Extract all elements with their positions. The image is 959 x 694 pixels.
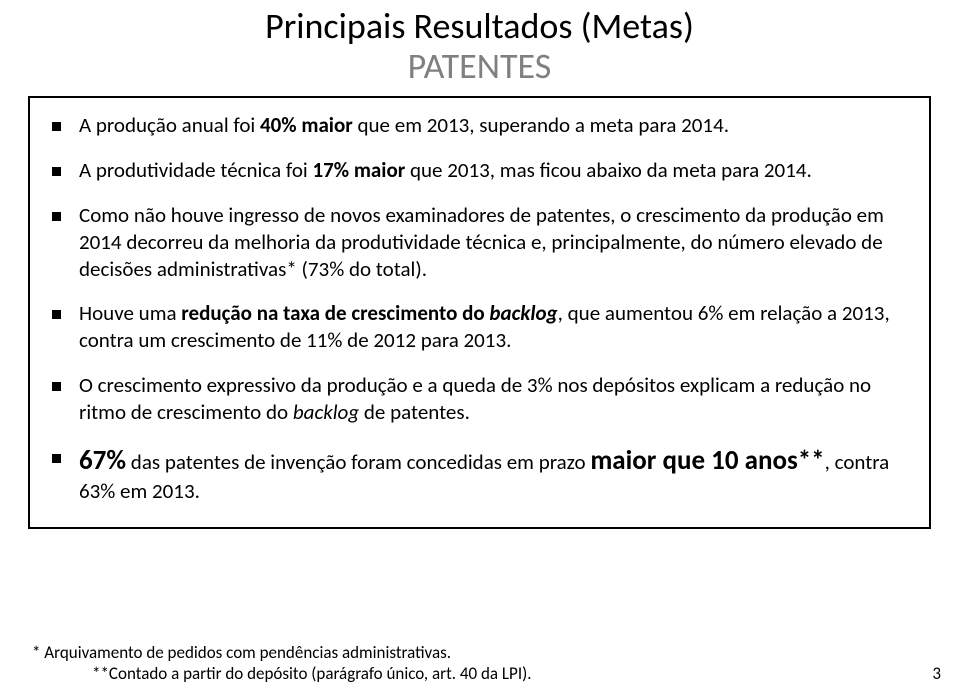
- bullet-6-big2: maior que 10 anos**: [590, 444, 824, 477]
- bullet-2-pre: A produtividade técnica foi: [79, 157, 313, 183]
- bullet-6-text: 67% das patentes de invenção foram conce…: [79, 444, 907, 505]
- bullet-1-text: A produção anual foi 40% maior que em 20…: [79, 112, 907, 139]
- bullet-2-emph: 17% maior: [313, 157, 406, 183]
- bullet-5-text: O crescimento expressivo da produção e a…: [79, 372, 907, 426]
- bullet-4-ital: backlog: [489, 300, 557, 326]
- bullet-5: O crescimento expressivo da produção e a…: [52, 372, 907, 426]
- bullet-5-post: de patentes.: [359, 399, 470, 425]
- content-box: A produção anual foi 40% maior que em 20…: [28, 96, 931, 529]
- bullet-marker-icon: [52, 382, 61, 391]
- bullet-2: A produtividade técnica foi 17% maior qu…: [52, 157, 907, 184]
- bullet-marker-icon: [52, 454, 61, 463]
- bullet-4-text: Houve uma redução na taxa de crescimento…: [79, 300, 907, 354]
- bullet-marker-icon: [52, 167, 61, 176]
- bullet-marker-icon: [52, 212, 61, 221]
- title-line-1: Principais Resultados (Metas): [0, 4, 959, 48]
- bullet-4-emph: redução na taxa de crescimento do: [181, 300, 489, 326]
- bullet-6-big1: 67%: [79, 444, 126, 477]
- page-number: 3: [932, 663, 941, 684]
- bullet-3: Como não houve ingresso de novos examina…: [52, 202, 907, 283]
- bullet-marker-icon: [52, 310, 61, 319]
- bullet-4-pre: Houve uma: [79, 300, 181, 326]
- bullet-1: A produção anual foi 40% maior que em 20…: [52, 112, 907, 139]
- bullet-1-emph: 40% maior: [260, 112, 353, 138]
- bullet-1-pre: A produção anual foi: [79, 112, 260, 138]
- bullet-4: Houve uma redução na taxa de crescimento…: [52, 300, 907, 354]
- footnote-right: **Contado a partir do depósito (parágraf…: [92, 663, 532, 684]
- slide-title-block: Principais Resultados (Metas) PATENTES: [0, 0, 959, 88]
- title-line-2: PATENTES: [0, 44, 959, 88]
- bullet-2-text: A produtividade técnica foi 17% maior qu…: [79, 157, 907, 184]
- bullet-2-post: que 2013, mas ficou abaixo da meta para …: [405, 157, 812, 183]
- bullet-6-mid: das patentes de invenção foram concedida…: [126, 449, 590, 475]
- bullet-3-text: Como não houve ingresso de novos examina…: [79, 202, 907, 283]
- bullet-5-pre: O crescimento expressivo da produção e a…: [79, 372, 871, 425]
- bullet-1-post: que em 2013, superando a meta para 2014.: [353, 112, 729, 138]
- bullet-marker-icon: [52, 122, 61, 131]
- footnote-left: * Arquivamento de pedidos com pendências…: [32, 642, 451, 663]
- bullet-6: 67% das patentes de invenção foram conce…: [52, 444, 907, 505]
- bullet-5-ital: backlog: [293, 399, 359, 425]
- footnotes: * Arquivamento de pedidos com pendências…: [32, 642, 927, 684]
